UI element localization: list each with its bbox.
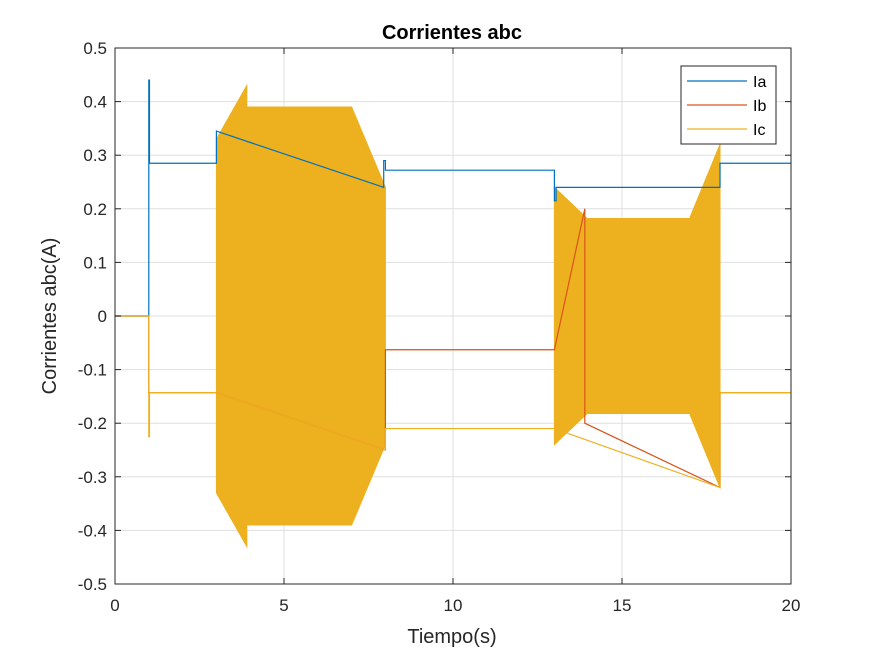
oscillation-band-ic	[215, 83, 386, 549]
y-axis-label: Corrientes abc(A)	[39, 238, 61, 395]
y-tick-label: 0	[98, 307, 107, 326]
y-tick-label: 0.3	[83, 146, 107, 165]
y-tick-label: -0.5	[78, 575, 107, 594]
series-line-ic	[115, 315, 791, 489]
legend-label-ia: Ia	[753, 74, 766, 91]
x-tick-label: 15	[613, 596, 632, 615]
y-tick-label: 0.4	[83, 93, 107, 112]
x-tick-label: 0	[110, 596, 119, 615]
x-tick-label: 5	[279, 596, 288, 615]
x-tick-label: 10	[444, 596, 463, 615]
y-tick-label: 0.5	[83, 39, 107, 58]
legend-label-ib: Ib	[753, 98, 766, 115]
y-ticks: 0.5 0.4 0.3 0.2 0.1 0 -0.1 -0.2 -0.3 -0.4 -0.5	[78, 39, 791, 594]
y-tick-label: -0.3	[78, 468, 107, 487]
y-tick-label: 0.2	[83, 200, 107, 219]
chart-title: Corrientes abc	[382, 22, 522, 44]
y-tick-label: -0.1	[78, 361, 107, 380]
series-lines	[115, 79, 791, 489]
series-line-ia	[115, 79, 791, 317]
x-axis-label: Tiempo(s)	[407, 626, 496, 648]
legend: Ia Ib Ic	[680, 65, 777, 145]
legend-label-ic: Ic	[753, 122, 765, 139]
y-tick-label: 0.1	[83, 253, 107, 272]
x-ticks: 0 5 10 15 20	[110, 48, 800, 615]
x-tick-label: 20	[782, 596, 801, 615]
y-tick-label: -0.4	[78, 521, 107, 540]
y-tick-label: -0.2	[78, 414, 107, 433]
bands	[215, 83, 721, 549]
